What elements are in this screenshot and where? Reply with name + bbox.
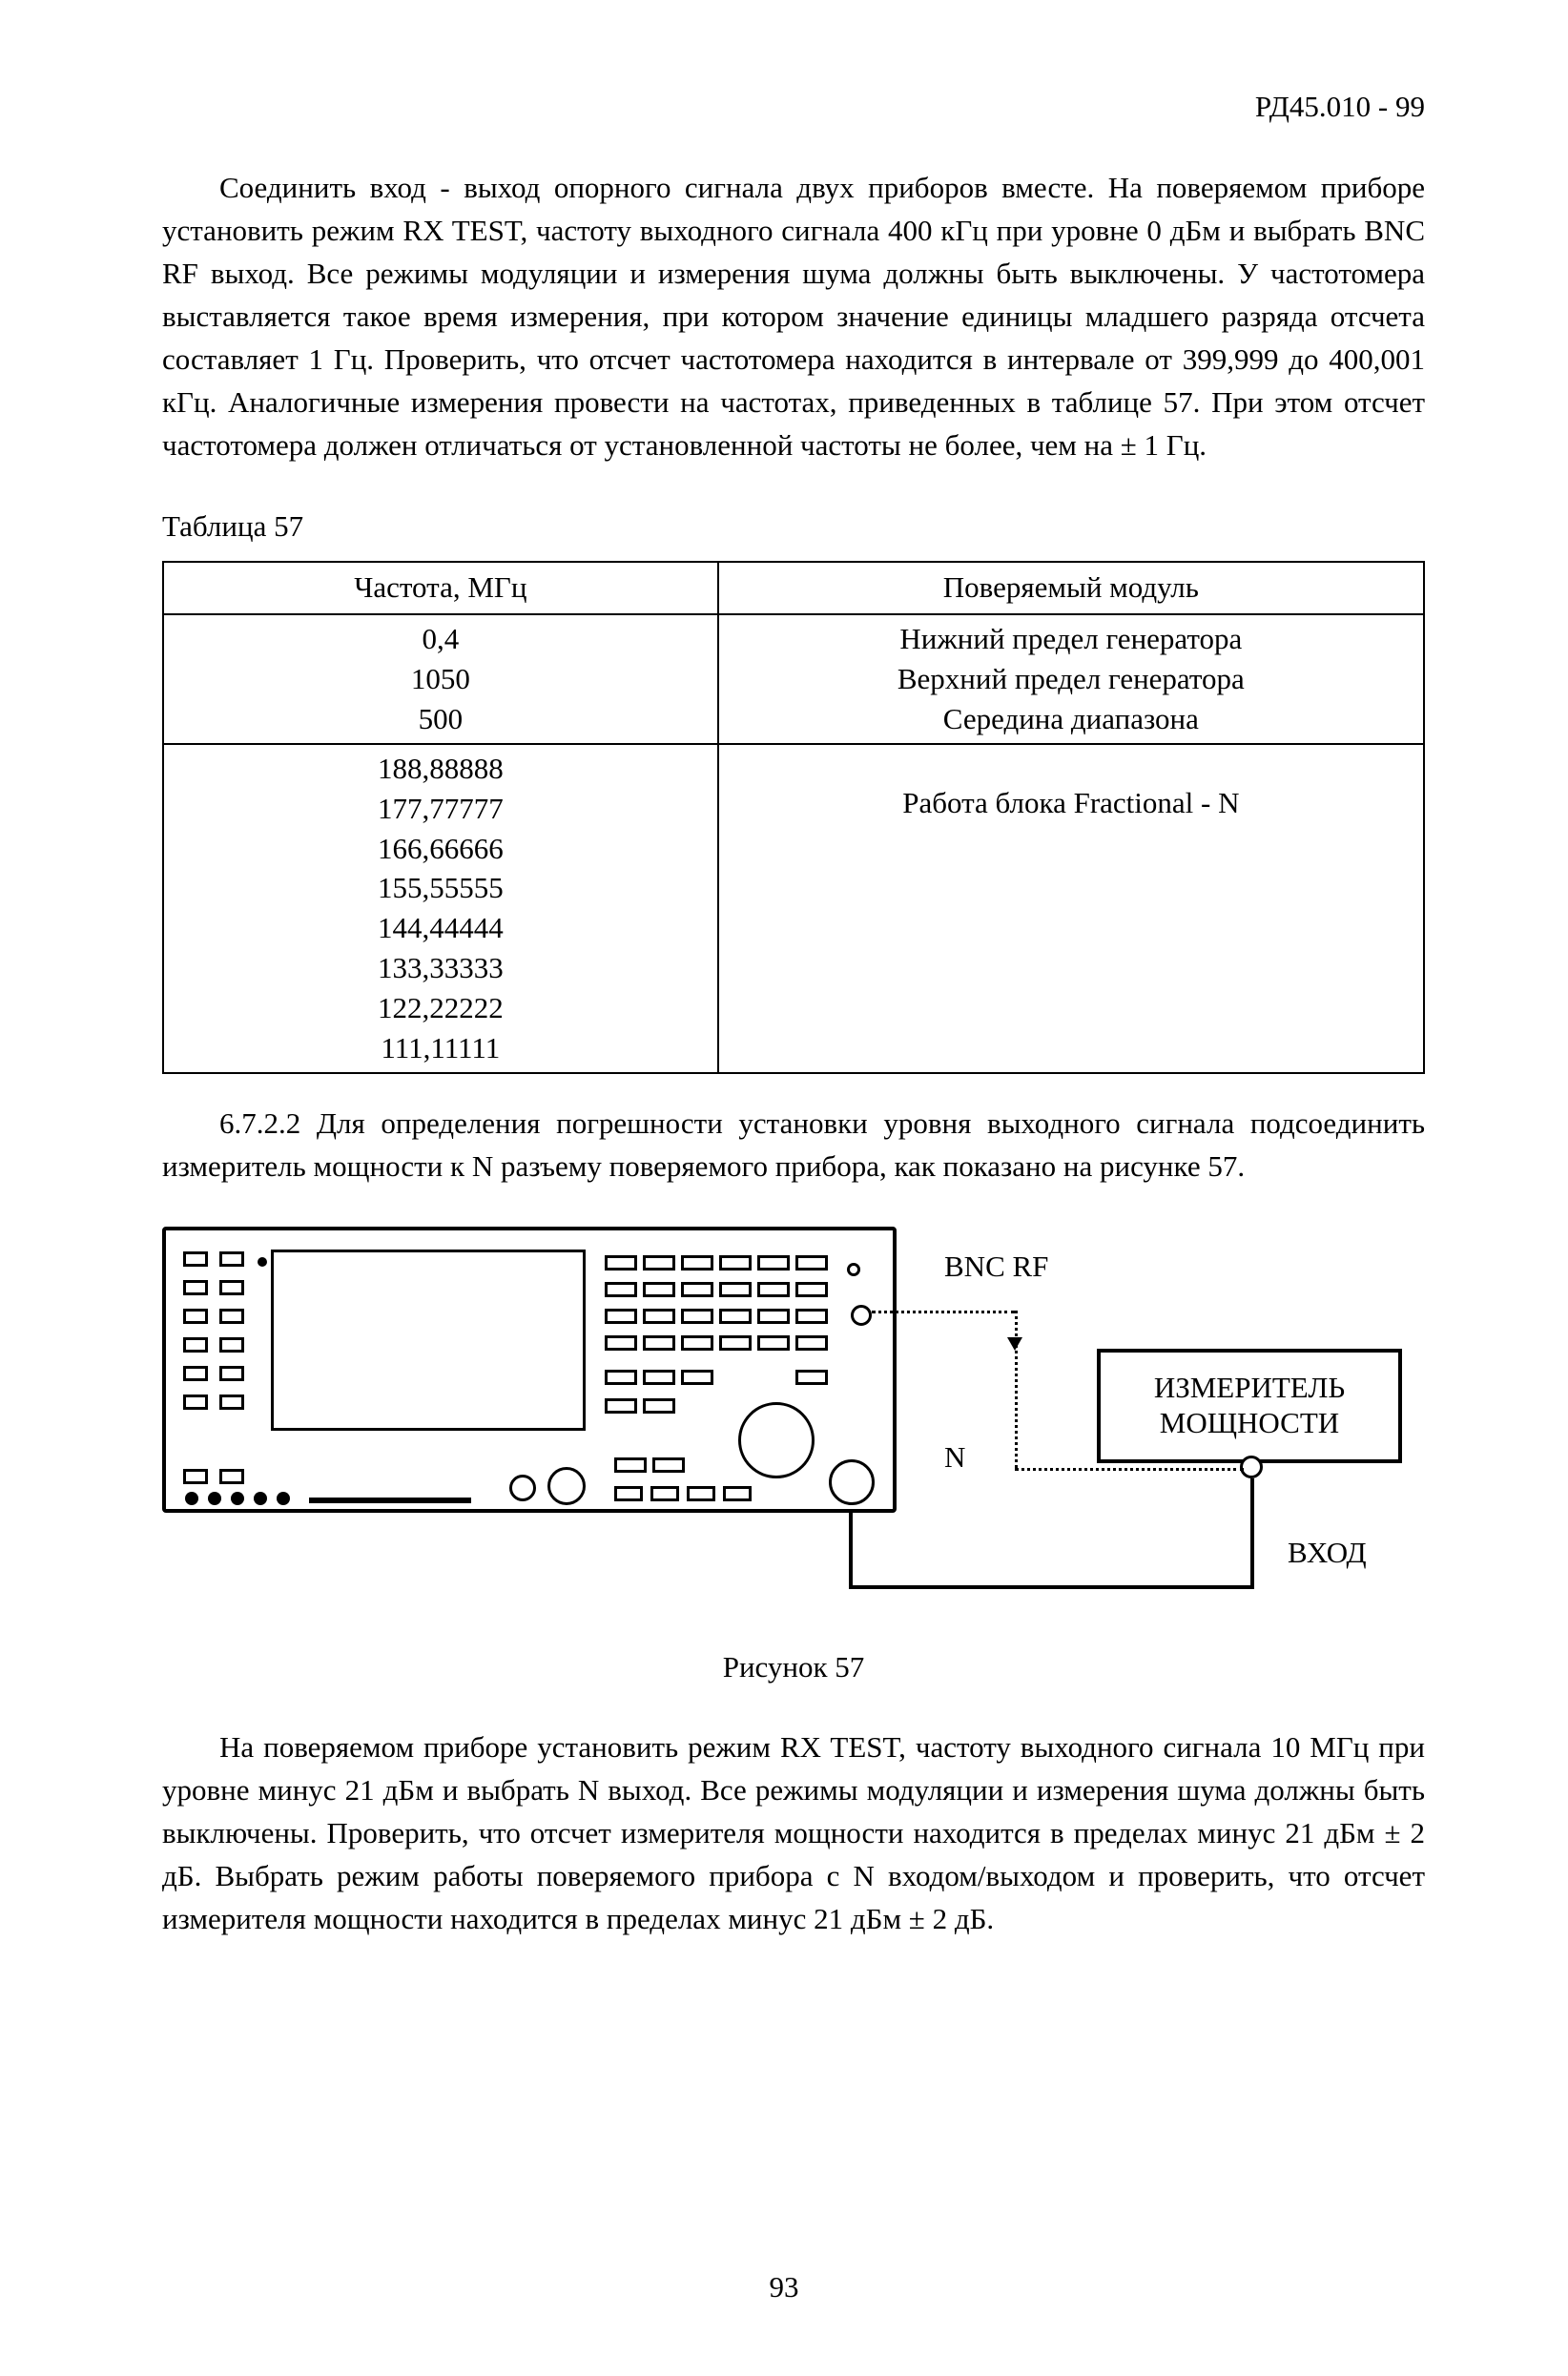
power-meter-label-2: МОЩНОСТИ xyxy=(1101,1405,1398,1440)
figure-57: ИЗМЕРИТЕЛЬ МОЩНОСТИ BNC RF N ВХОД Рисуно… xyxy=(162,1217,1425,1689)
button-icon xyxy=(614,1486,643,1501)
instrument-body xyxy=(162,1227,897,1513)
button-icon xyxy=(219,1337,244,1353)
table-57-r2-mod: Работа блока Fractional - N xyxy=(718,744,1424,1073)
power-meter-box: ИЗМЕРИТЕЛЬ МОЩНОСТИ xyxy=(1097,1349,1402,1463)
led-icon xyxy=(258,1257,267,1267)
solid-line xyxy=(849,1585,1254,1589)
figure-57-drawing: ИЗМЕРИТЕЛЬ МОЩНОСТИ BNC RF N ВХОД xyxy=(162,1217,1421,1627)
table-row: 0,4 1050 500 Нижний предел генератора Ве… xyxy=(163,614,1424,744)
figure-57-caption: Рисунок 57 xyxy=(162,1646,1425,1689)
solid-line xyxy=(849,1513,853,1589)
label-n: N xyxy=(944,1436,965,1479)
button-icon xyxy=(219,1395,244,1410)
button-icon xyxy=(183,1337,208,1353)
rotary-knob-icon xyxy=(738,1402,815,1478)
button-icon xyxy=(650,1486,679,1501)
label-input: ВХОД xyxy=(1288,1532,1367,1575)
paragraph-3: На поверяемом приборе установить режим R… xyxy=(162,1726,1425,1941)
arrow-down-icon xyxy=(1007,1337,1022,1351)
table-57-r1-mod: Нижний предел генератора Верхний предел … xyxy=(718,614,1424,744)
instrument-screen-icon xyxy=(271,1250,586,1431)
dot-icon xyxy=(185,1492,198,1505)
table-57-header-freq: Частота, МГц xyxy=(163,562,718,614)
dot-icon xyxy=(208,1492,221,1505)
dot-icon xyxy=(277,1492,290,1505)
button-icon xyxy=(219,1469,244,1484)
paragraph-6-7-2-2: 6.7.2.2 Для определения погрешности уста… xyxy=(162,1103,1425,1188)
document-code: РД45.010 - 99 xyxy=(162,86,1425,129)
button-icon xyxy=(183,1395,208,1410)
solid-line xyxy=(1250,1478,1254,1589)
table-57: Частота, МГц Поверяемый модуль 0,4 1050 … xyxy=(162,561,1425,1073)
paragraph-1: Соединить вход - выход опорного сигнала … xyxy=(162,167,1425,467)
dotted-line xyxy=(872,1311,1015,1313)
button-icon xyxy=(219,1366,244,1381)
button-icon xyxy=(183,1280,208,1295)
port-icon xyxy=(509,1475,536,1501)
button-icon xyxy=(183,1469,208,1484)
table-57-caption: Таблица 57 xyxy=(162,506,1425,548)
port-icon xyxy=(547,1467,586,1505)
dotted-line xyxy=(1015,1468,1244,1471)
power-meter-label-1: ИЗМЕРИТЕЛЬ xyxy=(1101,1370,1398,1405)
bnc-connector-icon xyxy=(851,1305,872,1326)
table-row: 188,88888 177,77777 166,66666 155,55555 … xyxy=(163,744,1424,1073)
button-icon xyxy=(219,1309,244,1324)
button-icon xyxy=(652,1457,685,1473)
slot-icon xyxy=(309,1498,471,1503)
button-icon xyxy=(723,1486,752,1501)
table-57-r2-freq: 188,88888 177,77777 166,66666 155,55555 … xyxy=(163,744,718,1073)
dotted-line xyxy=(1015,1311,1018,1468)
n-connector-icon xyxy=(829,1459,875,1505)
button-icon xyxy=(183,1309,208,1324)
dot-icon xyxy=(254,1492,267,1505)
button-icon xyxy=(183,1366,208,1381)
page: РД45.010 - 99 Соединить вход - выход опо… xyxy=(0,0,1568,2376)
button-icon xyxy=(614,1457,647,1473)
label-bnc-rf: BNC RF xyxy=(944,1246,1048,1289)
table-57-r1-freq: 0,4 1050 500 xyxy=(163,614,718,744)
button-icon xyxy=(687,1486,715,1501)
meter-port-icon xyxy=(1240,1456,1263,1478)
page-number: 93 xyxy=(0,2266,1568,2309)
table-57-header-module: Поверяемый модуль xyxy=(718,562,1424,614)
button-icon xyxy=(183,1251,208,1267)
button-icon xyxy=(219,1280,244,1295)
dot-icon xyxy=(231,1492,244,1505)
button-icon xyxy=(219,1251,244,1267)
connector-top-icon xyxy=(847,1263,860,1276)
